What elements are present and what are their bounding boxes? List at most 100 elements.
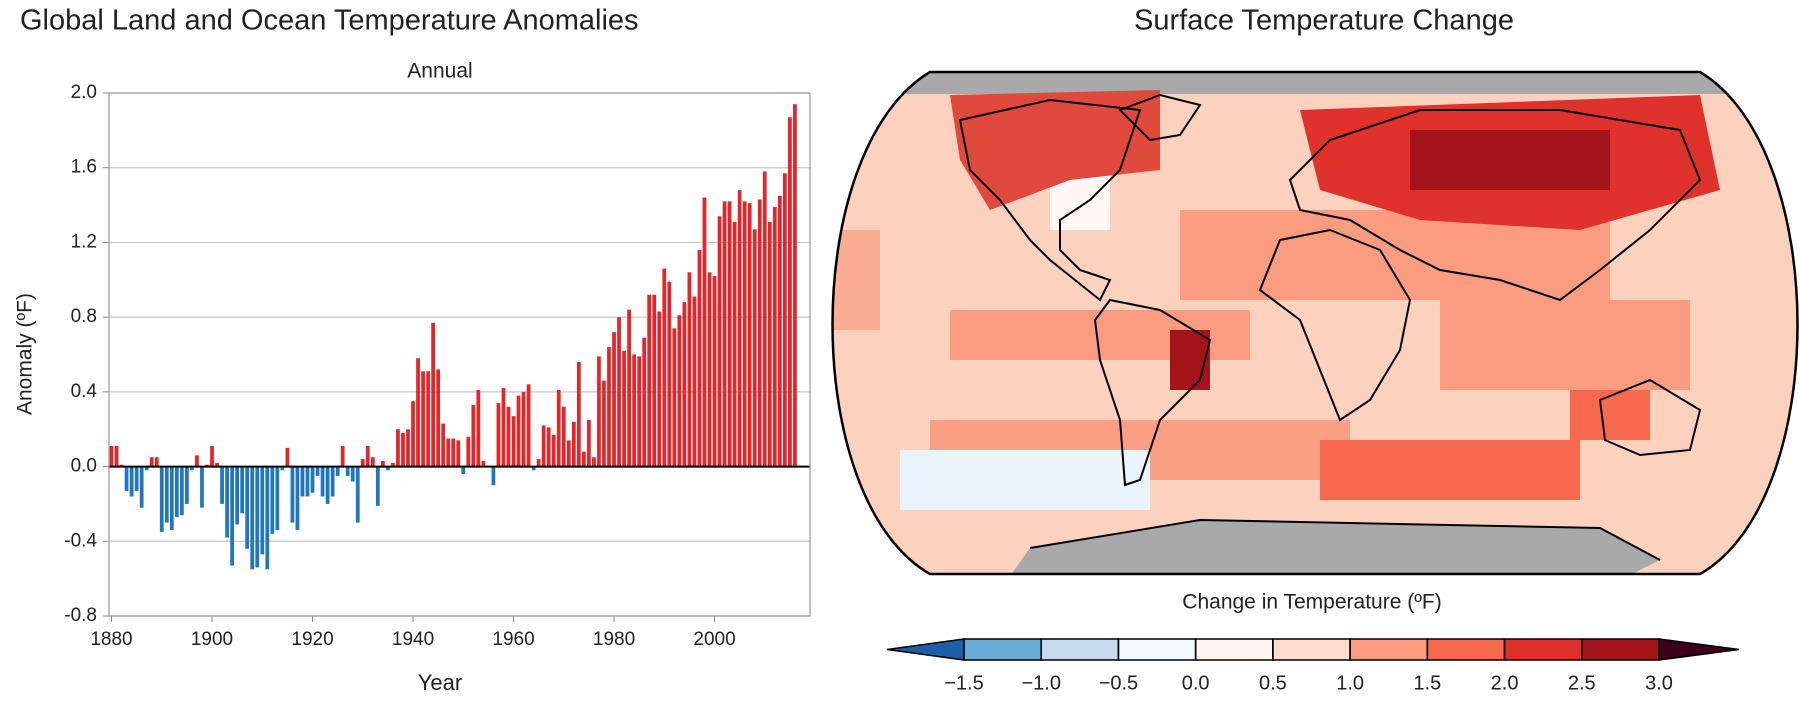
bar [727,201,732,467]
bar [657,311,662,467]
map-coastlines [958,93,1702,561]
map-hotspot [1170,330,1210,390]
antarctica-coast [1029,518,1661,561]
north-america [958,98,1142,302]
bar [581,451,586,467]
map-patch [832,230,880,330]
x-tick-label: 1980 [593,629,635,650]
chart-subtitle: Annual [407,60,472,83]
bar [330,466,335,497]
bar [416,358,420,467]
bar [546,427,551,467]
bar [556,389,561,467]
colorbar-tick-label: 1.5 [1413,672,1441,694]
bar [793,104,797,467]
bar [451,438,456,467]
bar [250,466,255,570]
x-tick-label: 1960 [492,629,534,650]
bar [240,466,245,514]
colorbar-bin [1503,638,1583,661]
bar [210,446,214,467]
bar [380,460,385,467]
bar [717,216,722,467]
bar [436,369,441,467]
bar [200,466,204,508]
bar [169,466,174,531]
colorbar-bin [1581,638,1660,661]
bar [335,466,340,476]
bar [622,350,626,467]
greenland [1118,93,1202,142]
bar [265,466,270,570]
bar [647,294,652,467]
bar [587,419,591,467]
bar [285,447,290,467]
bar [682,302,687,467]
bar [325,466,330,504]
bar [536,459,541,467]
bar [617,317,621,467]
bar [114,446,119,467]
bar [602,380,606,467]
bar [788,117,792,467]
bar [320,466,325,497]
bar [215,462,219,467]
bar [501,388,506,467]
bar [662,268,667,467]
bar [340,446,345,467]
y-axis-label: Anomaly (ºF) [14,293,37,415]
x-tick-label: 2000 [693,629,735,650]
bar [722,201,727,467]
bar [220,466,224,504]
bar [310,466,315,493]
bar [461,466,466,475]
y-tick-label: 2.0 [71,82,97,103]
bar [531,466,536,471]
bar [772,206,777,467]
bar [627,309,631,467]
bar [747,203,752,467]
bar [707,272,712,467]
bar [516,395,521,467]
bar [506,406,511,467]
bar [767,221,772,467]
colorbar-tick-label: 1.0 [1336,672,1364,694]
eurasia [1288,109,1702,302]
bar [471,404,476,467]
bar [667,281,672,467]
colorbar-bin [1040,638,1120,661]
colorbar-bin [963,638,1042,661]
colorbar-bin [1349,638,1429,661]
bar [230,466,234,566]
x-axis-label: Year [418,670,462,695]
bar [607,347,611,467]
bar [164,466,169,523]
colorbar-bin [1426,638,1506,661]
bar [174,466,179,518]
bar [496,403,501,467]
x-tick-label: 1940 [392,629,434,650]
colorbar-tick-label: −1.0 [1021,672,1060,694]
bar [245,466,250,549]
bar [255,466,260,568]
colorbar-tick-label: 2.5 [1568,672,1596,694]
colorbar-tick-label: 3.0 [1645,672,1673,694]
bar [421,371,425,467]
y-tick-label: -0.8 [64,605,97,626]
bar [426,371,430,467]
map [832,72,1798,574]
x-tick-label: 1880 [90,629,132,650]
bar [396,429,400,467]
bar [195,455,199,467]
map-border [831,70,1799,576]
bar [541,425,546,467]
bar [697,249,702,467]
bar [275,466,280,531]
bar [315,466,320,476]
bar [406,429,410,467]
bar [737,190,742,467]
bar [159,466,164,532]
bar [179,466,184,516]
y-tick-label: 0.8 [71,306,97,327]
y-tick-label: 1.6 [71,157,97,178]
